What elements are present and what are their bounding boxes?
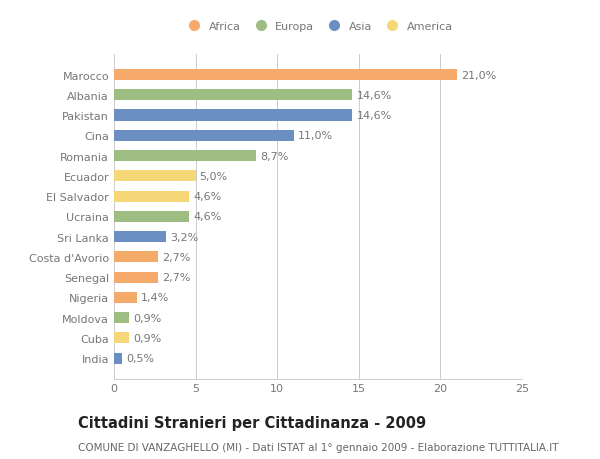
Text: 1,4%: 1,4% xyxy=(141,293,169,303)
Bar xyxy=(114,272,158,283)
Bar xyxy=(114,70,457,81)
Text: 14,6%: 14,6% xyxy=(356,111,392,121)
Bar xyxy=(114,171,196,182)
Bar xyxy=(114,252,158,263)
Text: 0,9%: 0,9% xyxy=(133,333,161,343)
Text: 3,2%: 3,2% xyxy=(170,232,199,242)
Text: COMUNE DI VANZAGHELLO (MI) - Dati ISTAT al 1° gennaio 2009 - Elaborazione TUTTIT: COMUNE DI VANZAGHELLO (MI) - Dati ISTAT … xyxy=(78,442,559,452)
Bar xyxy=(114,353,122,364)
Bar xyxy=(114,313,128,324)
Bar xyxy=(114,151,256,162)
Text: 5,0%: 5,0% xyxy=(200,172,228,181)
Bar xyxy=(114,292,137,303)
Text: Cittadini Stranieri per Cittadinanza - 2009: Cittadini Stranieri per Cittadinanza - 2… xyxy=(78,415,426,431)
Bar xyxy=(114,231,166,243)
Bar xyxy=(114,333,128,344)
Bar xyxy=(114,191,189,202)
Text: 0,9%: 0,9% xyxy=(133,313,161,323)
Text: 2,7%: 2,7% xyxy=(162,273,191,283)
Bar xyxy=(114,130,293,141)
Legend: Africa, Europa, Asia, America: Africa, Europa, Asia, America xyxy=(183,22,453,32)
Text: 8,7%: 8,7% xyxy=(260,151,289,161)
Text: 4,6%: 4,6% xyxy=(193,192,221,202)
Text: 2,7%: 2,7% xyxy=(162,252,191,262)
Bar xyxy=(114,211,189,223)
Text: 0,5%: 0,5% xyxy=(126,353,154,364)
Text: 11,0%: 11,0% xyxy=(298,131,333,141)
Bar xyxy=(114,110,352,121)
Bar xyxy=(114,90,352,101)
Text: 21,0%: 21,0% xyxy=(461,70,496,80)
Text: 14,6%: 14,6% xyxy=(356,90,392,101)
Text: 4,6%: 4,6% xyxy=(193,212,221,222)
